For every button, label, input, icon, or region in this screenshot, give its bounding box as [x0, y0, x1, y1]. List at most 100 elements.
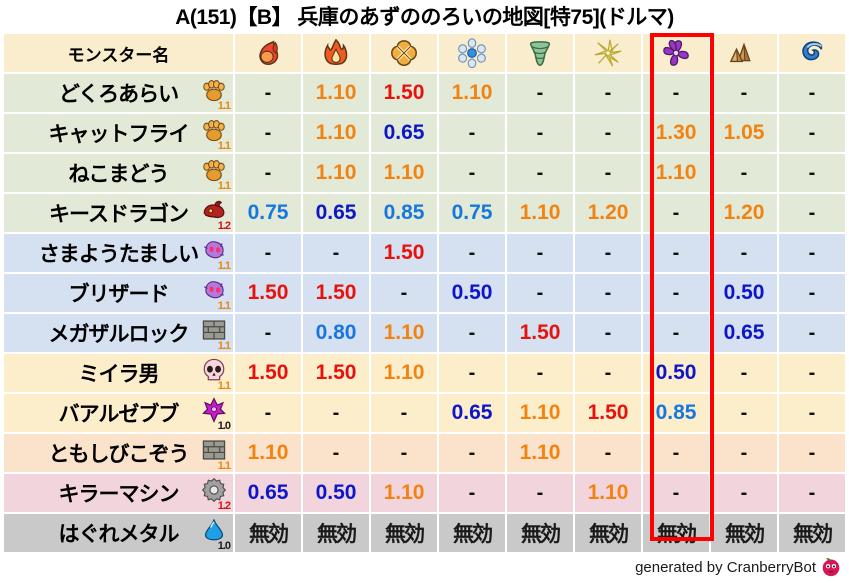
resistance-cell: -	[575, 314, 641, 352]
resistance-cell: -	[507, 74, 573, 112]
dragon-icon	[201, 197, 227, 223]
table-row: キャットフライ 1.1-1.10 0.65- - -1.30 1.05-	[4, 114, 845, 152]
resistance-cell: 0.85	[643, 394, 709, 432]
resistance-cell: -	[711, 354, 777, 392]
resistance-cell: -	[779, 434, 845, 472]
page-title: A(151)【B】 兵庫のあずののろいの地図[特75](ドルマ)	[175, 6, 674, 29]
column-header-bagi	[507, 34, 573, 72]
resistance-cell: -	[439, 234, 505, 272]
monster-name-cell[interactable]: ブリザード 1.1	[4, 274, 233, 312]
column-header-dein	[575, 34, 641, 72]
column-header-mera	[235, 34, 301, 72]
resistance-cell: -	[371, 434, 437, 472]
resistance-cell: 0.50	[303, 474, 369, 512]
table-row: ミイラ男 1.1 1.50 1.50 1.10- - -0.50- -	[4, 354, 845, 392]
resistance-cell: 1.10	[371, 314, 437, 352]
resistance-cell: -	[575, 274, 641, 312]
table-row: ともしびこぞう 1.1 1.10- - -1.10- - - -	[4, 434, 845, 472]
column-header-io	[371, 34, 437, 72]
resistance-cell: 無効	[507, 514, 573, 552]
brick-icon	[201, 437, 227, 463]
family-multiplier: 1.1	[217, 180, 231, 192]
monster-name-cell[interactable]: ともしびこぞう 1.1	[4, 434, 233, 472]
table-row: はぐれメタル 1.0 無効 無効 無効 無効 無効 無効 無効 無効 無効	[4, 514, 845, 552]
monster-name-cell[interactable]: ねこまどう 1.1	[4, 154, 233, 192]
resistance-cell: 0.85	[371, 194, 437, 232]
resistance-cell: 無効	[711, 514, 777, 552]
monster-name-cell[interactable]: バアルゼブブ 1.0	[4, 394, 233, 432]
resistance-cell: -	[575, 434, 641, 472]
resistance-cell: 0.75	[439, 194, 505, 232]
family-multiplier: 1.0	[217, 540, 231, 552]
monster-name-cell[interactable]: さまようたましい 1.1	[4, 234, 233, 272]
monster-name-cell[interactable]: キャットフライ 1.1	[4, 114, 233, 152]
monster-name-cell[interactable]: キラーマシン 1.2	[4, 474, 233, 512]
family-multiplier: 1.0	[217, 420, 231, 432]
resistance-cell: 1.50	[303, 354, 369, 392]
monster-name-cell[interactable]: キースドラゴン 1.2	[4, 194, 233, 232]
explosion-icon	[391, 40, 417, 66]
resistance-cell: -	[779, 114, 845, 152]
resistance-cell: -	[779, 474, 845, 512]
monster-name-cell[interactable]: ミイラ男 1.1	[4, 354, 233, 392]
resistance-cell: -	[303, 234, 369, 272]
resistance-cell: 1.10	[303, 154, 369, 192]
resistance-cell: -	[439, 474, 505, 512]
resistance-cell: -	[371, 394, 437, 432]
resistance-cell: -	[439, 314, 505, 352]
resistance-cell: 1.10	[507, 194, 573, 232]
monster-name-label: キラーマシン	[58, 483, 180, 506]
resistance-cell: -	[575, 154, 641, 192]
table-row: ねこまどう 1.1-1.10 1.10- - -1.10- -	[4, 154, 845, 192]
column-header-mahyado	[779, 34, 845, 72]
resistance-cell: 1.05	[711, 114, 777, 152]
resistance-cell: -	[711, 74, 777, 112]
paw-icon	[201, 117, 227, 143]
resistance-cell: 0.65	[371, 114, 437, 152]
family-multiplier: 1.1	[217, 460, 231, 472]
skull-icon	[201, 357, 227, 383]
resistance-cell: -	[507, 154, 573, 192]
resistance-cell: 1.10	[303, 114, 369, 152]
resistance-cell: 無効	[235, 514, 301, 552]
resistance-cell: -	[507, 234, 573, 272]
monster-name-cell[interactable]: メガザルロック 1.1	[4, 314, 233, 352]
sparkle-icon	[594, 39, 622, 67]
resistance-cell: -	[439, 354, 505, 392]
resistance-cell: -	[779, 354, 845, 392]
family-multiplier: 1.2	[217, 220, 231, 232]
resistance-cell: 無効	[303, 514, 369, 552]
resistance-cell: -	[303, 394, 369, 432]
resistance-cell: -	[643, 274, 709, 312]
resistance-cell: 1.10	[507, 434, 573, 472]
resistance-cell: -	[779, 194, 845, 232]
monster-name-label: ねこまどう	[68, 163, 170, 186]
resistance-cell: -	[779, 314, 845, 352]
resistance-cell: -	[711, 474, 777, 512]
wave-icon	[802, 41, 823, 61]
resistance-cell: -	[643, 194, 709, 232]
monster-name-label: ともしびこぞう	[48, 443, 190, 466]
monster-name-label: ブリザード	[68, 283, 170, 306]
table-row: キースドラゴン 1.2 0.75 0.65 0.85 0.75 1.10 1.20-1.20-	[4, 194, 845, 232]
resistance-cell: 0.50	[643, 354, 709, 392]
monster-name-cell[interactable]: どくろあらい 1.1	[4, 74, 233, 112]
table-row: バアルゼブブ 1.0- - -0.65 1.10 1.50 0.85- -	[4, 394, 845, 432]
table-row: さまようたましい 1.1- -1.50- - - - - -	[4, 234, 845, 272]
paw-icon	[201, 77, 227, 103]
monster-name-label: キースドラゴン	[49, 203, 189, 226]
resistance-cell: -	[575, 234, 641, 272]
column-header-monster-name: モンスター名	[4, 34, 233, 72]
column-header-jibaria	[711, 34, 777, 72]
resistance-cell: 1.10	[507, 394, 573, 432]
resistance-cell: -	[643, 314, 709, 352]
family-multiplier: 1.1	[217, 380, 231, 392]
resistance-cell: -	[507, 114, 573, 152]
resistance-cell: 無効	[371, 514, 437, 552]
flame-icon	[324, 38, 348, 65]
resistance-cell: -	[235, 394, 301, 432]
resistance-cell: 1.20	[575, 194, 641, 232]
resistance-cell: -	[439, 154, 505, 192]
resistance-cell: -	[303, 434, 369, 472]
monster-name-cell[interactable]: はぐれメタル 1.0	[4, 514, 233, 552]
